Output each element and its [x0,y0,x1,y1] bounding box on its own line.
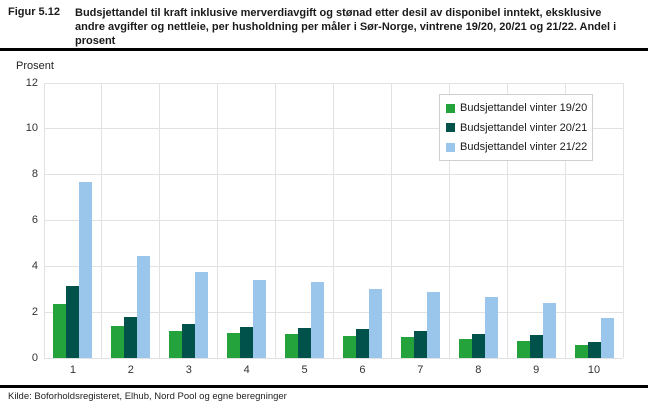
gridline [333,83,334,358]
bar-decile-6-series-2 [355,329,369,358]
bar-decile-10-series-1 [574,345,588,358]
bar-decile-1-series-3 [79,181,93,358]
gridline [390,83,392,358]
figure-number: Figur 5.12 [8,6,60,18]
bar-decile-3-series-1 [169,330,183,358]
x-axis-tick-label: 4 [243,364,250,376]
bar-decile-10-series-2 [587,341,601,358]
y-axis-tick-label: 4 [31,259,38,272]
chart-legend: Budsjettandel vinter 19/20 Budsjettandel… [439,94,593,161]
gridline [217,83,219,358]
bar-decile-5-series-1 [285,333,299,358]
bar-decile-2-series-3 [137,256,151,358]
x-axis-tick-label: 5 [301,364,308,376]
legend-item: Budsjettandel vinter 19/20 [446,102,588,114]
bar-decile-7-series-1 [400,337,414,358]
y-axis-tick-label: 6 [31,214,38,226]
y-axis-tick-label: 2 [31,305,38,318]
bar-decile-9-series-3 [542,303,556,358]
gridline [506,83,508,358]
legend-item: Budsjettandel vinter 20/21 [446,121,588,134]
bottom-divider [0,385,648,388]
source-note: Kilde: Boforholdsregisteret, Elhub, Nord… [8,391,287,402]
bar-decile-6-series-3 [368,289,382,358]
x-axis-tick-label: 3 [185,364,192,376]
bar-decile-8-series-3 [484,297,498,358]
bar-decile-4-series-3 [253,280,267,358]
x-axis-tick-label: 2 [127,364,134,376]
gridline [159,83,161,358]
y-axis-tick-label: 8 [31,168,38,181]
x-axis-tick-label: 10 [587,364,601,376]
legend-label-series-2: Budsjettandel vinter 20/21 [460,121,588,134]
x-axis-tick-label: 9 [533,364,540,376]
gridline [448,83,450,358]
bar-decile-1-series-2 [66,285,80,358]
x-axis-tick-label: 1 [69,364,76,376]
y-axis-tick-label: 12 [25,76,38,89]
bar-decile-2-series-2 [124,316,138,358]
y-axis-title: Prosent [16,60,54,72]
bar-decile-10-series-3 [600,317,614,358]
x-axis-tick-label: 7 [417,364,424,376]
bar-decile-3-series-3 [195,272,209,358]
legend-swatch-series-3 [446,142,455,152]
figure-title: Budsjettandel til kraft inklusive merver… [75,6,641,48]
gridline [43,83,45,358]
bar-decile-4-series-2 [240,327,254,358]
legend-label-series-3: Budsjettandel vinter 21/22 [460,141,588,153]
gridline [275,83,277,358]
legend-label-series-1: Budsjettandel vinter 19/20 [460,102,588,114]
gridline [564,83,566,358]
y-axis-tick-label: 10 [25,122,38,135]
bar-decile-3-series-2 [182,323,196,358]
gridline [101,83,103,358]
bar-decile-9-series-1 [516,340,530,358]
figure-title-line-3: prosent [75,35,116,47]
bar-decile-7-series-3 [426,291,440,358]
bar-decile-2-series-1 [111,325,125,358]
bar-decile-8-series-2 [471,333,485,358]
gridline [622,83,624,358]
bar-decile-7-series-2 [413,330,427,358]
bar-decile-8-series-1 [458,338,472,358]
bar-decile-9-series-2 [529,335,543,358]
figure-title-line-2: andre avgifter og nettleie, per husholdn… [75,21,617,33]
top-divider [0,48,648,51]
bar-decile-6-series-1 [342,336,356,358]
x-axis-tick-label: 6 [359,364,366,376]
bar-decile-1-series-1 [53,304,67,358]
legend-swatch-series-1 [446,103,455,113]
legend-swatch-series-2 [446,123,455,132]
legend-item: Budsjettandel vinter 21/22 [446,141,588,153]
bar-decile-5-series-3 [311,282,325,358]
bar-decile-4-series-1 [227,332,241,358]
figure-title-line-1: Budsjettandel til kraft inklusive merver… [75,7,602,19]
y-axis-tick-label: 0 [31,351,38,364]
bar-decile-5-series-2 [298,328,312,358]
gridline [44,357,623,359]
x-axis-tick-label: 8 [475,364,482,376]
